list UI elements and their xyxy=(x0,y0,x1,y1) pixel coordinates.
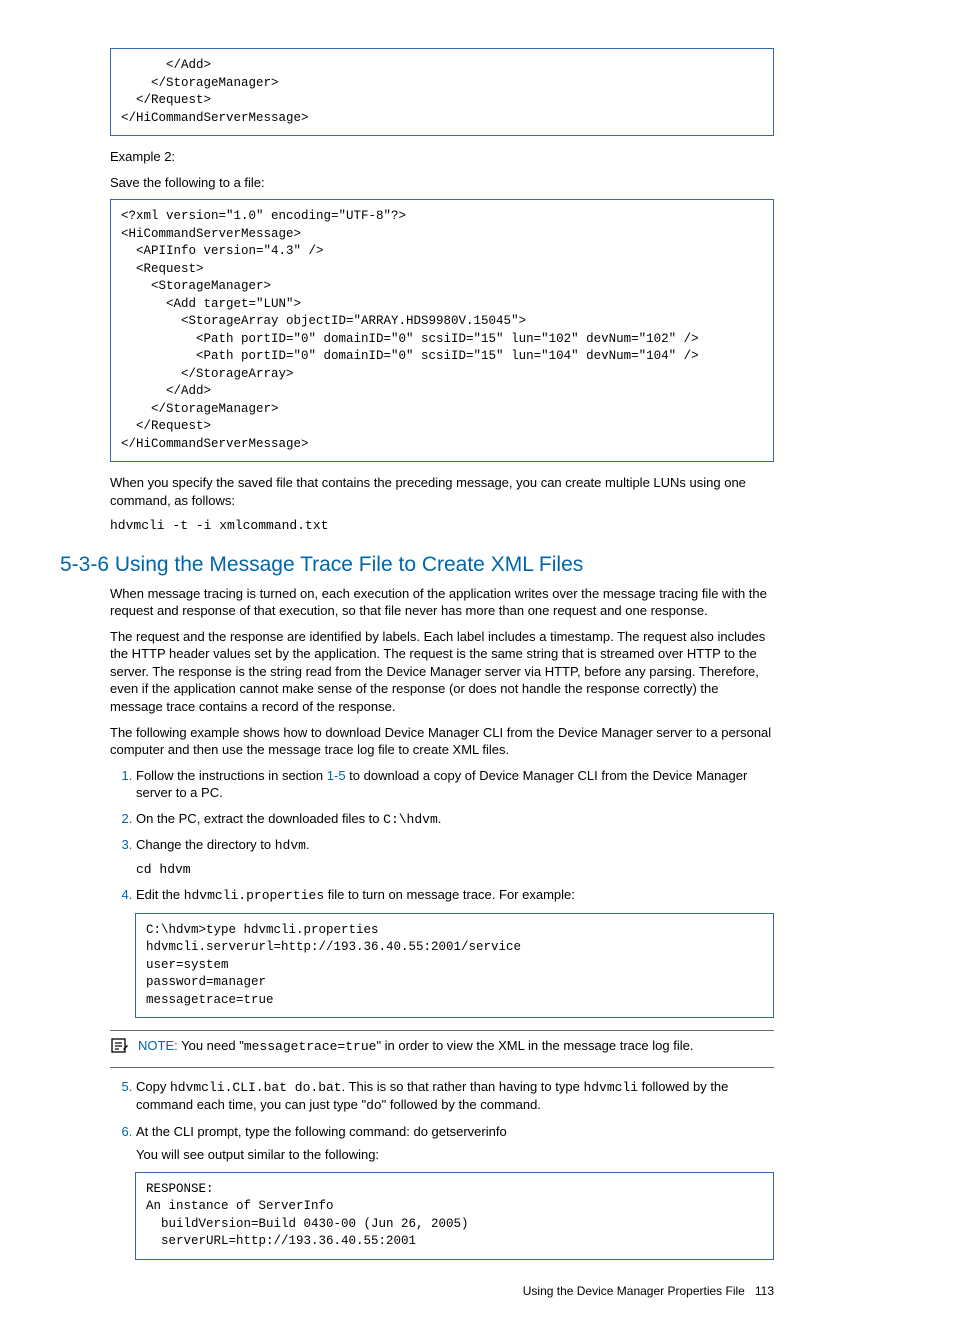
paragraph-3: The following example shows how to downl… xyxy=(110,724,774,759)
step-6-text-b: You will see output similar to the follo… xyxy=(136,1146,774,1164)
step-5-text-a: Copy xyxy=(136,1079,170,1094)
step-4-text-b: file to turn on message trace. For examp… xyxy=(324,887,575,902)
note-block: NOTE: You need "messagetrace=true" in or… xyxy=(110,1030,774,1067)
step-2-text-b: . xyxy=(438,811,442,826)
section-link[interactable]: 1-5 xyxy=(327,768,346,783)
after-box2-text: When you specify the saved file that con… xyxy=(110,474,774,509)
step-1-text-a: Follow the instructions in section xyxy=(136,768,327,783)
code-block-2: <?xml version="1.0" encoding="UTF-8"?> <… xyxy=(110,199,774,462)
step-2-code: C:\hdvm xyxy=(383,812,438,827)
code-block-1: </Add> </StorageManager> </Request> </Hi… xyxy=(110,48,774,136)
step-3-code: hdvm xyxy=(275,838,306,853)
paragraph-2: The request and the response are identif… xyxy=(110,628,774,716)
step-5-text-d: " followed by the command. xyxy=(382,1097,541,1112)
step-5-code2: hdvmcli xyxy=(583,1080,638,1095)
steps-list: Follow the instructions in section 1-5 t… xyxy=(110,767,774,905)
step-3-text-b: . xyxy=(306,837,310,852)
step-3-text-a: Change the directory to xyxy=(136,837,275,852)
step-4: Edit the hdvmcli.properties file to turn… xyxy=(136,886,774,905)
note-icon xyxy=(110,1037,130,1060)
code-block-3: C:\hdvm>type hdvmcli.properties hdvmcli.… xyxy=(135,913,774,1019)
example-2-intro: Save the following to a file: xyxy=(110,174,774,192)
note-code: messagetrace=true xyxy=(244,1039,377,1054)
step-5-code3: do xyxy=(366,1098,382,1113)
step-2-text-a: On the PC, extract the downloaded files … xyxy=(136,811,383,826)
command-1: hdvmcli -t -i xmlcommand.txt xyxy=(110,517,774,535)
steps-list-continued: Copy hdvmcli.CLI.bat do.bat. This is so … xyxy=(110,1078,774,1164)
step-5: Copy hdvmcli.CLI.bat do.bat. This is so … xyxy=(136,1078,774,1115)
step-5-text-b: . This is so that rather than having to … xyxy=(342,1079,584,1094)
note-text-a: You need " xyxy=(178,1038,244,1053)
footer-text: Using the Device Manager Properties File xyxy=(523,1284,745,1298)
note-label: NOTE: xyxy=(138,1038,178,1053)
page-number: 113 xyxy=(755,1284,774,1298)
step-1: Follow the instructions in section 1-5 t… xyxy=(136,767,774,802)
step-3: Change the directory to hdvm. cd hdvm xyxy=(136,836,774,878)
code-block-4: RESPONSE: An instance of ServerInfo buil… xyxy=(135,1172,774,1260)
section-heading: 5-3-6 Using the Message Trace File to Cr… xyxy=(60,553,774,577)
step-5-code1: hdvmcli.CLI.bat do.bat xyxy=(170,1080,342,1095)
note-text: NOTE: You need "messagetrace=true" in or… xyxy=(138,1037,774,1056)
step-6-text-a: At the CLI prompt, type the following co… xyxy=(136,1124,507,1139)
paragraph-1: When message tracing is turned on, each … xyxy=(110,585,774,620)
step-4-code: hdvmcli.properties xyxy=(184,888,324,903)
step-3-cmd: cd hdvm xyxy=(136,861,774,879)
page-footer: Using the Device Manager Properties File… xyxy=(60,1284,774,1298)
step-2: On the PC, extract the downloaded files … xyxy=(136,810,774,829)
note-text-b: " in order to view the XML in the messag… xyxy=(376,1038,693,1053)
step-4-text-a: Edit the xyxy=(136,887,184,902)
step-6: At the CLI prompt, type the following co… xyxy=(136,1123,774,1164)
example-2-label: Example 2: xyxy=(110,148,774,166)
